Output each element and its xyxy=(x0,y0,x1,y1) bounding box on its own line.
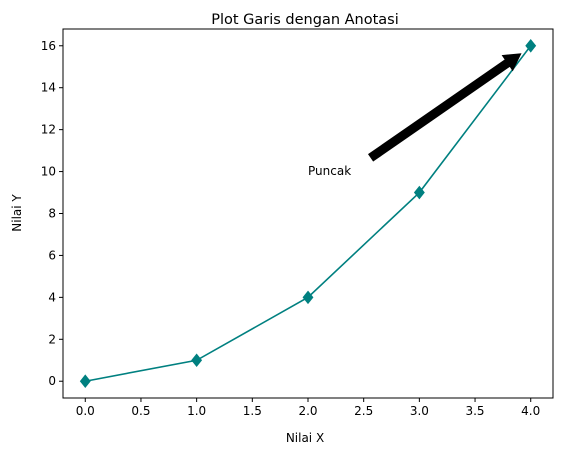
data-point-marker xyxy=(79,374,91,389)
annotation-layer: Puncak xyxy=(308,53,522,178)
plot-frame xyxy=(62,28,554,399)
x-axis-label: Nilai X xyxy=(286,431,324,445)
x-axis: 0.0 0.5 1.0 1.5 2.0 2.5 3.0 3.5 4.0 xyxy=(76,398,540,418)
y-tick-label: 4 xyxy=(48,290,56,304)
x-tick-label: 1.0 xyxy=(187,404,206,418)
x-tick-label: 2.5 xyxy=(354,404,373,418)
y-tick-label: 2 xyxy=(48,332,56,346)
data-point-marker xyxy=(191,353,203,368)
y-tick-label: 14 xyxy=(41,81,56,95)
chart-title: Plot Garis dengan Anotasi xyxy=(211,12,399,28)
y-axis-label: Nilai Y xyxy=(10,194,24,232)
x-tick-label: 2.0 xyxy=(298,404,317,418)
annotation-text: Puncak xyxy=(308,164,351,178)
y-tick-label: 0 xyxy=(48,374,56,388)
y-tick-label: 10 xyxy=(41,165,56,179)
y-axis: 0 2 4 6 8 10 12 14 16 xyxy=(41,39,63,388)
annotation-arrow xyxy=(368,53,522,162)
data-point-marker xyxy=(525,38,537,53)
x-tick-label: 3.5 xyxy=(465,404,484,418)
series-layer xyxy=(79,38,537,389)
y-tick-label: 8 xyxy=(48,207,56,221)
y-tick-label: 16 xyxy=(41,39,56,53)
x-tick-label: 1.5 xyxy=(243,404,262,418)
y-tick-label: 12 xyxy=(41,123,56,137)
x-tick-label: 4.0 xyxy=(521,404,540,418)
data-point-marker xyxy=(413,185,425,200)
y-tick-label: 6 xyxy=(48,248,56,262)
data-point-marker xyxy=(302,290,314,305)
x-tick-label: 0.0 xyxy=(76,404,95,418)
x-tick-label: 0.5 xyxy=(131,404,150,418)
x-tick-label: 3.0 xyxy=(410,404,429,418)
